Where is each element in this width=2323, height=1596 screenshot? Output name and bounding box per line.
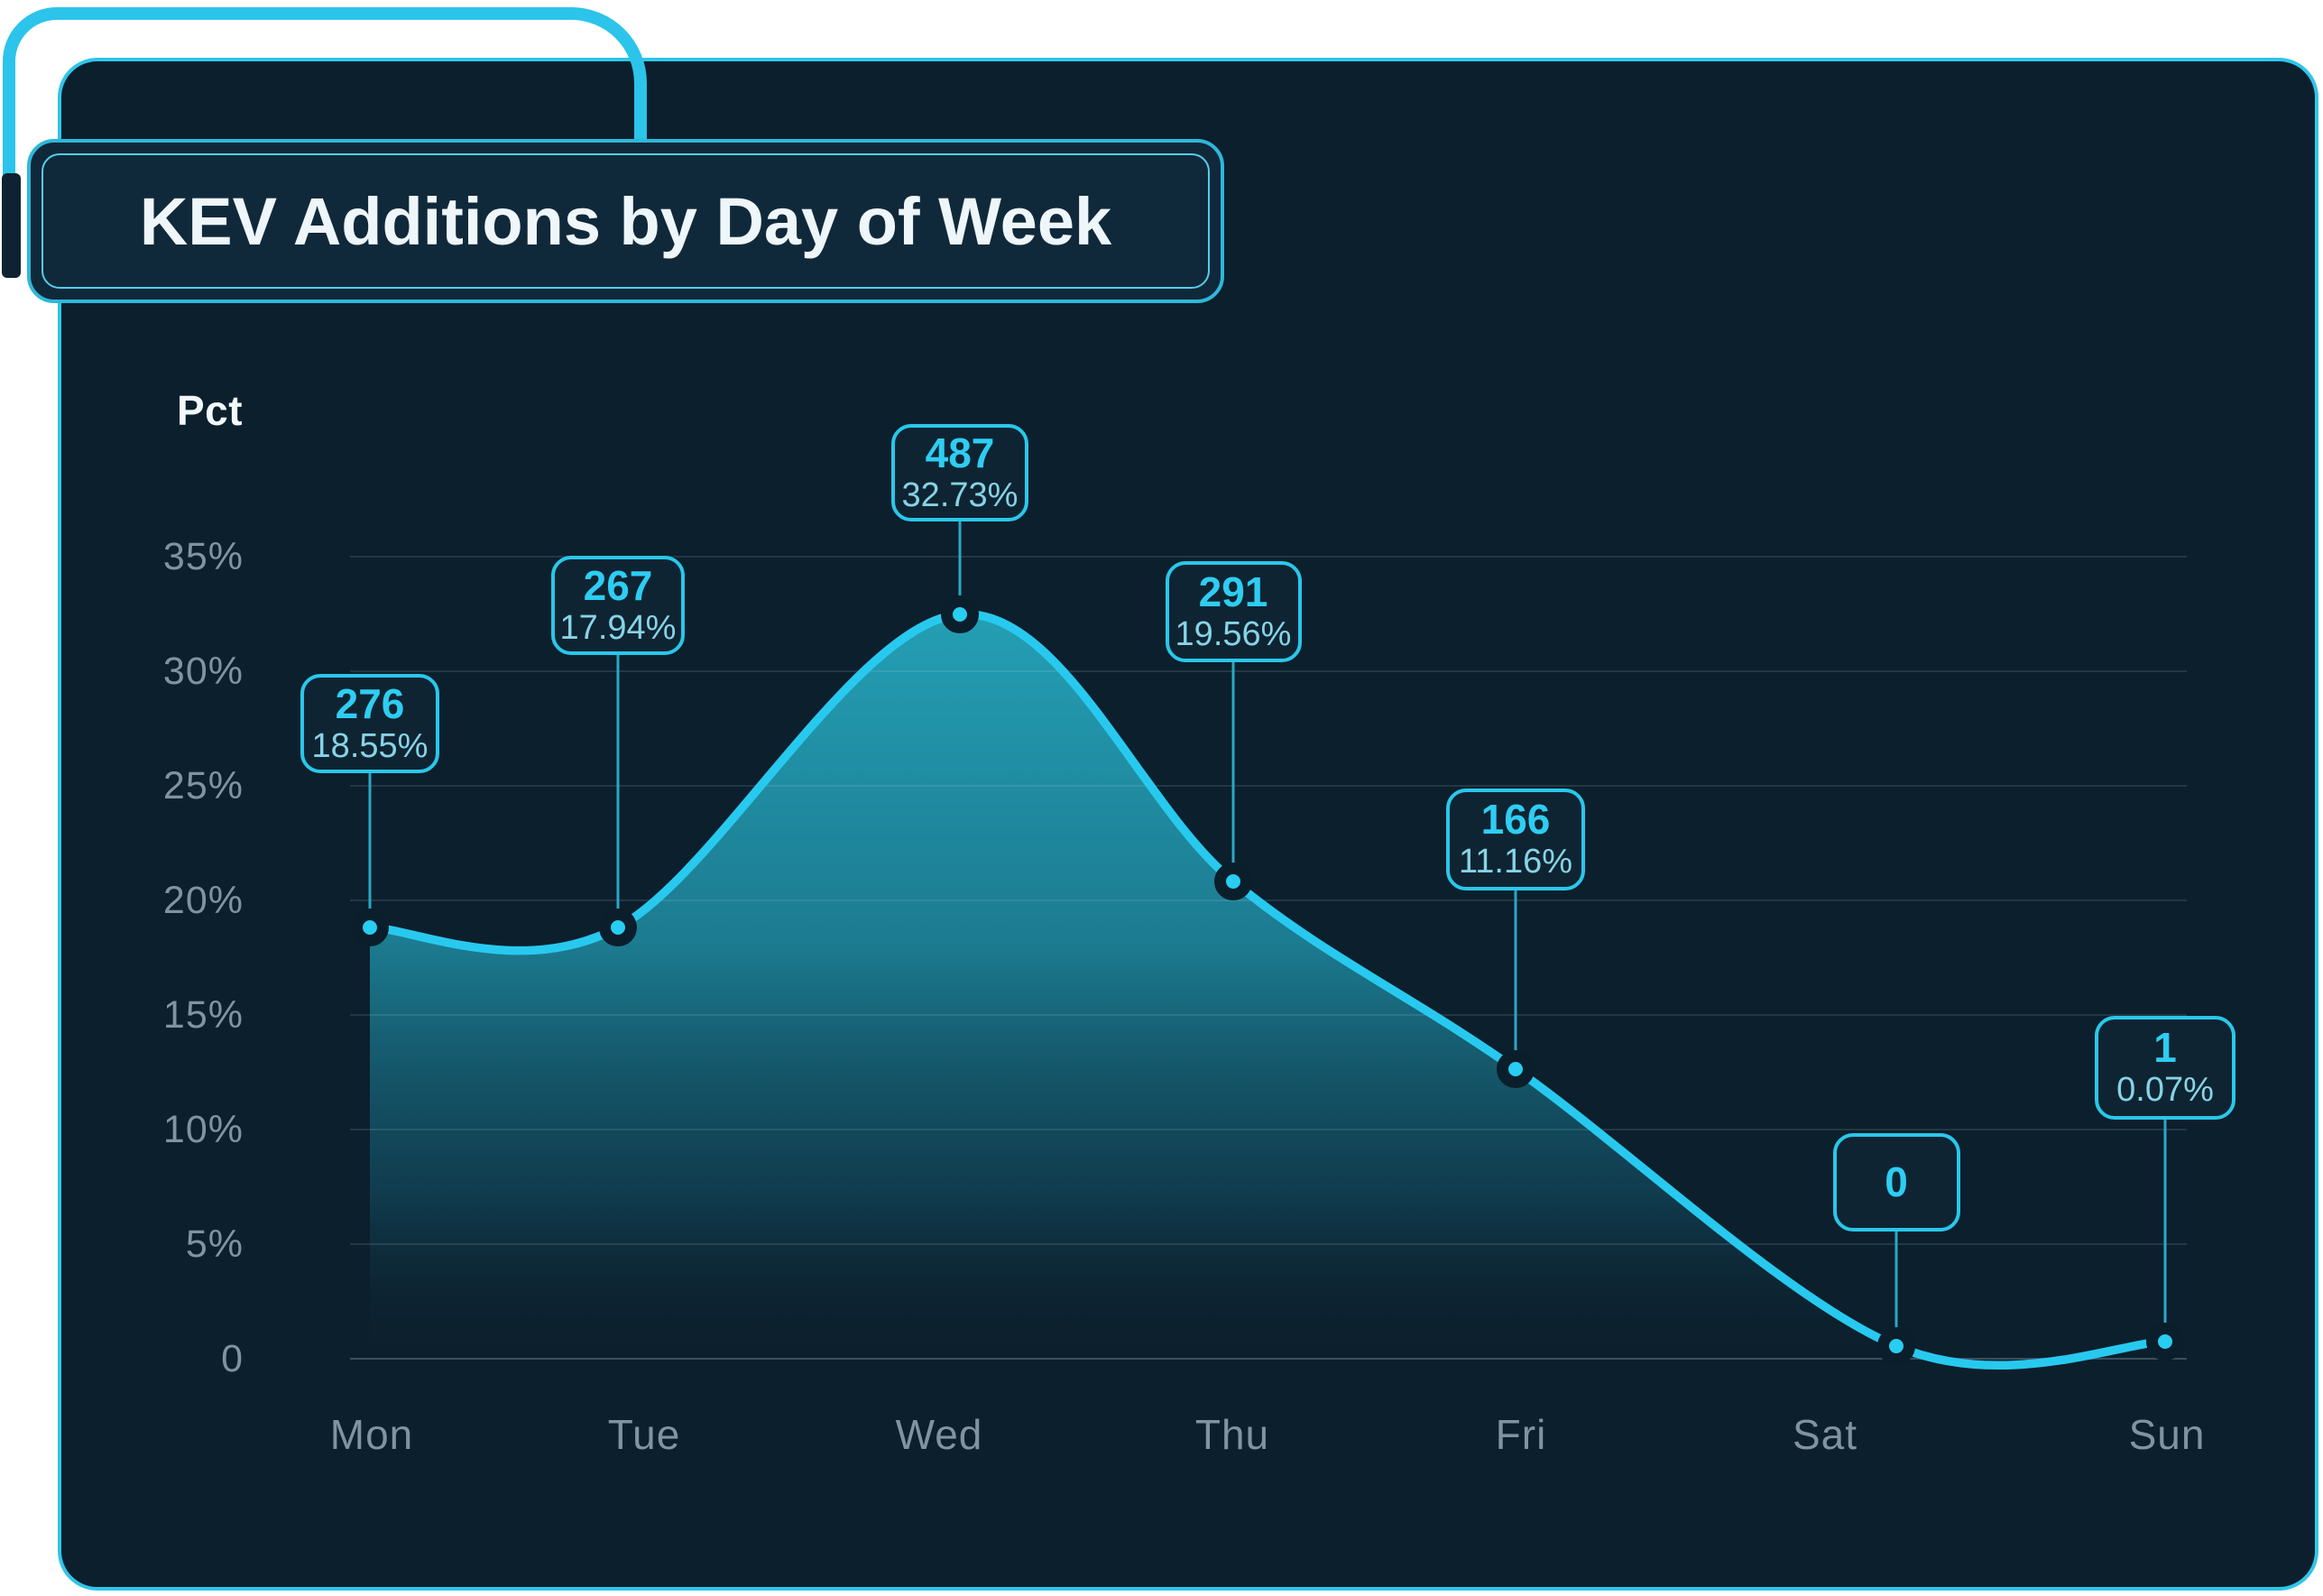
data-point-marker xyxy=(941,595,979,633)
y-axis-title: Pct xyxy=(177,387,244,434)
data-point-marker xyxy=(1877,1327,1915,1365)
data-point-marker xyxy=(1214,863,1252,900)
data-point-marker xyxy=(599,909,637,946)
data-point-marker xyxy=(2146,1323,2184,1361)
data-point-marker xyxy=(351,909,389,946)
title-side-tab xyxy=(2,173,21,278)
area-fill xyxy=(370,613,2165,1366)
title-box: KEV Additions by Day of Week xyxy=(27,139,1224,303)
data-point-marker xyxy=(1497,1050,1535,1088)
page-title: KEV Additions by Day of Week xyxy=(139,183,1112,259)
